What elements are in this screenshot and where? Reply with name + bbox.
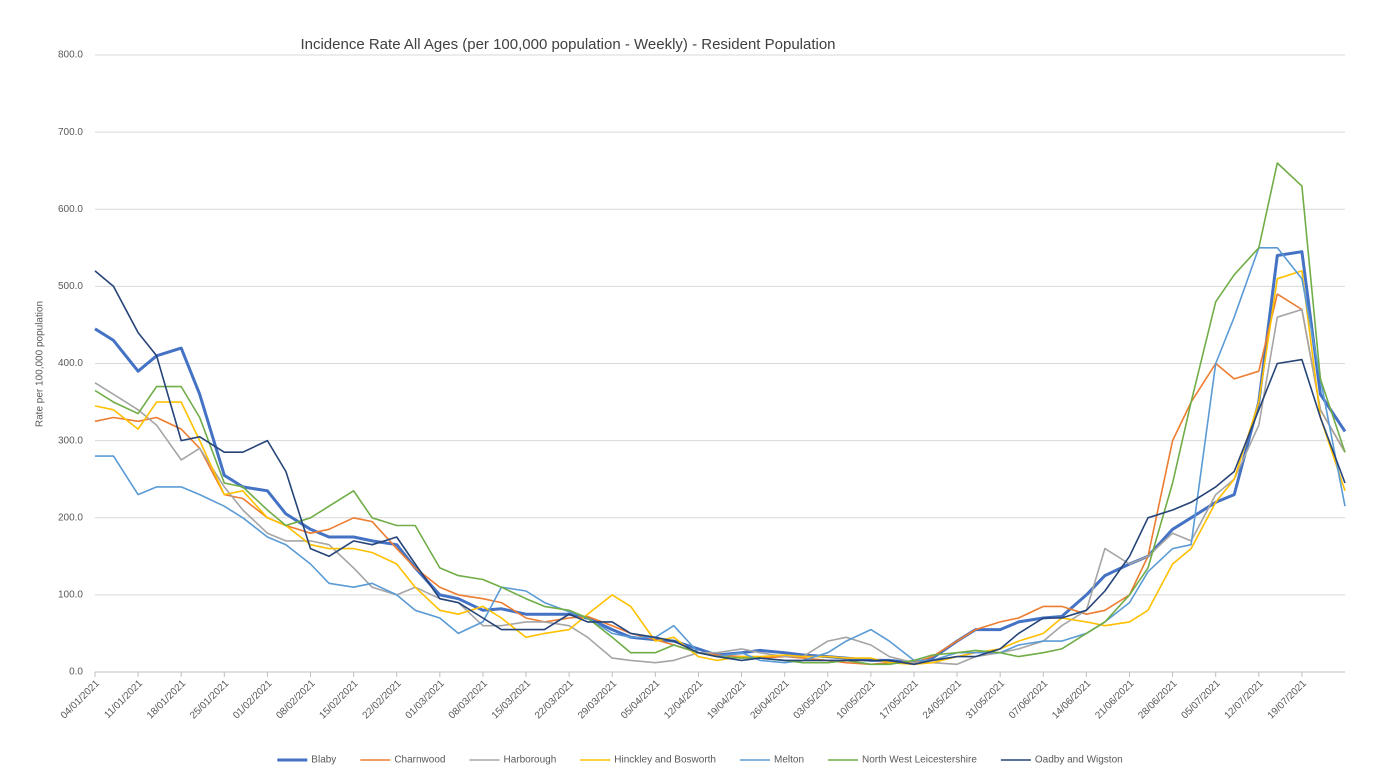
y-tick-label: 700.0 — [58, 127, 83, 138]
x-tick-label: 26/04/2021 — [748, 678, 791, 721]
x-tick-label: 03/05/2021 — [792, 678, 835, 721]
legend-label: Hinckley and Bosworth — [614, 755, 716, 766]
x-tick-label: 05/07/2021 — [1180, 678, 1223, 721]
x-tick-label: 12/04/2021 — [662, 678, 705, 721]
x-tick-label: 05/04/2021 — [619, 678, 662, 721]
x-tick-label: 19/07/2021 — [1266, 678, 1309, 721]
legend-label: Oadby and Wigston — [1035, 755, 1123, 766]
chart-title: Incidence Rate All Ages (per 100,000 pop… — [300, 36, 835, 53]
legend: Blaby Charnwood Harborough Hinckley and Bos… — [277, 755, 1123, 766]
series-line — [94, 250, 1347, 665]
series-line — [94, 270, 1346, 666]
series-line — [94, 293, 1346, 666]
x-tick-label: 31/05/2021 — [964, 678, 1007, 721]
legend-label: Blaby — [311, 755, 336, 766]
x-tick-label: 08/02/2021 — [274, 678, 317, 721]
x-tick-label: 01/03/2021 — [404, 678, 447, 721]
x-tick-label: 11/01/2021 — [102, 678, 145, 721]
x-tick-label: 24/05/2021 — [921, 678, 964, 721]
x-tick-label: 25/01/2021 — [188, 678, 231, 721]
y-tick-label: 300.0 — [58, 435, 83, 446]
legend-label: Harborough — [503, 755, 556, 766]
x-tick-label: 01/02/2021 — [231, 678, 274, 721]
legend-label: Melton — [774, 755, 804, 766]
x-tick-label: 12/07/2021 — [1223, 678, 1266, 721]
y-tick-label: 800.0 — [58, 50, 83, 61]
series-line — [94, 270, 1346, 666]
y-axis-label: Rate per 100,000 population — [35, 301, 46, 427]
x-tick-label: 15/02/2021 — [317, 678, 360, 721]
x-tick-label: 07/06/2021 — [1007, 678, 1050, 721]
series-line — [94, 308, 1346, 666]
x-tick-label: 18/01/2021 — [145, 678, 188, 721]
x-tick-label: 22/02/2021 — [361, 678, 404, 721]
x-tick-label: 29/03/2021 — [576, 678, 619, 721]
x-tick-label: 08/03/2021 — [447, 678, 490, 721]
x-tick-label: 17/05/2021 — [878, 678, 921, 721]
legend-label: Charnwood — [394, 755, 445, 766]
x-tick-label: 28/06/2021 — [1136, 678, 1179, 721]
y-tick-label: 100.0 — [58, 590, 83, 601]
x-tick-label: 21/06/2021 — [1093, 678, 1136, 721]
x-tick-label: 10/05/2021 — [835, 678, 878, 721]
y-tick-label: 500.0 — [58, 281, 83, 292]
series-line — [94, 162, 1346, 666]
y-tick-label: 0.0 — [69, 667, 83, 678]
x-tick-label: 04/01/2021 — [59, 678, 102, 721]
y-tick-label: 600.0 — [58, 204, 83, 215]
y-tick-label: 400.0 — [58, 358, 83, 369]
x-tick-label: 14/06/2021 — [1050, 678, 1093, 721]
series-line — [95, 247, 1346, 664]
y-tick-label: 200.0 — [58, 512, 83, 523]
x-tick-label: 22/03/2021 — [533, 678, 576, 721]
legend-label: North West Leicestershire — [862, 755, 977, 766]
x-tick-label: 19/04/2021 — [705, 678, 748, 721]
x-tick-label: 15/03/2021 — [490, 678, 533, 721]
